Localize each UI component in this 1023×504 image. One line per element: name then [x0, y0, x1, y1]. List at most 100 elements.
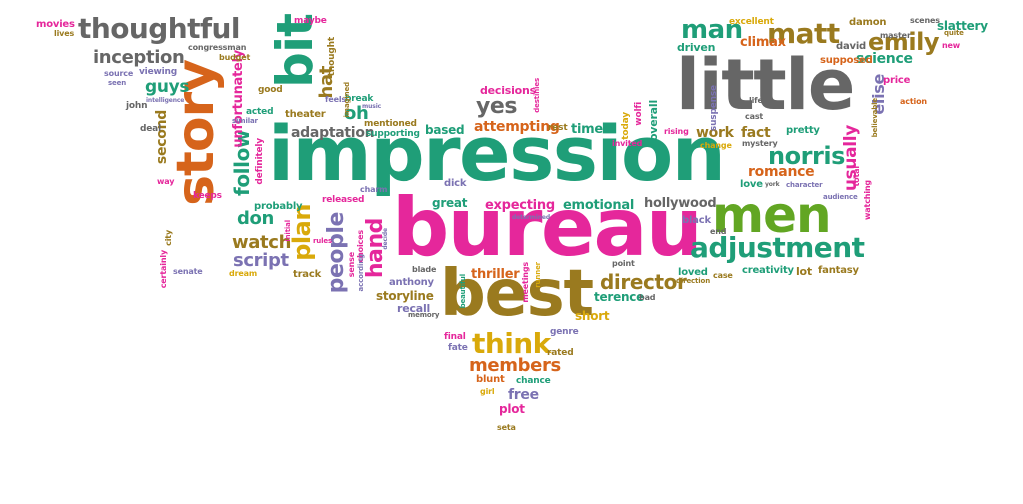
word-supporting: supporting [366, 129, 420, 139]
word-matt: matt [767, 17, 840, 50]
word-good: good [258, 85, 283, 95]
word-chance: chance [516, 376, 551, 386]
word-little: little [676, 44, 855, 126]
word-acted: acted [246, 107, 274, 117]
word-thought: thought [327, 37, 337, 77]
word-don: don [237, 208, 274, 229]
word-lot: lot [796, 265, 812, 278]
word-john: john [126, 101, 148, 111]
word-black: black [682, 215, 711, 226]
word-fate: fate [448, 343, 468, 353]
word-lives: lives [54, 29, 75, 38]
word-guys: guys [145, 77, 190, 97]
word-seta: seta [497, 423, 516, 432]
word-adaptation: adaptation [291, 125, 375, 141]
word-short: short [575, 309, 610, 323]
word-adjustment: adjustment [690, 231, 865, 264]
word-oh: oh [344, 103, 369, 124]
word-members: members [469, 355, 561, 376]
word-based: based [425, 123, 465, 137]
word-thoughtful: thoughtful [78, 12, 241, 45]
word-slattery: slattery [937, 19, 988, 33]
word-plot: plot [499, 402, 525, 416]
word-climax: climax [740, 35, 786, 50]
word-final: final [444, 332, 466, 342]
word-man: man [681, 15, 743, 45]
word-creativity: creativity [742, 265, 794, 276]
word-terence: terence [594, 290, 645, 304]
word-way: way [157, 177, 175, 186]
word-initial: initial [284, 220, 292, 242]
word-intelligence: intelligence [146, 97, 185, 104]
word-meetings: meetings [521, 262, 530, 303]
word-loved: loved [678, 267, 708, 278]
word-track: track [293, 269, 322, 280]
word-mentioned: mentioned [364, 119, 417, 129]
word-script: script [233, 250, 289, 271]
word-similar: similar [232, 117, 258, 125]
word-watching: watching [863, 180, 872, 220]
word-case: case [713, 271, 733, 280]
word-dick: dick [444, 178, 467, 189]
word-supposed: supposed [820, 55, 873, 66]
word-yes: yes [476, 94, 518, 119]
word-total: total [852, 166, 861, 187]
word-definitely: definitely [255, 138, 265, 185]
word-david: david [836, 41, 867, 52]
word-beautiful: beautiful [459, 274, 467, 309]
word-theater: theater [285, 109, 326, 120]
word-maybe: maybe [294, 16, 327, 26]
word-plan: plan [288, 204, 316, 261]
word-recall: recall [397, 302, 431, 315]
word-rising: rising [664, 127, 689, 136]
word-rated: rated [547, 348, 574, 358]
word-romance: romance [748, 164, 815, 180]
word-fantasy: fantasy [818, 265, 859, 276]
word-imagined: imagined [343, 82, 351, 118]
word-senate: senate [173, 267, 203, 276]
word-probably: probably [254, 201, 303, 212]
word-released: released [322, 195, 365, 205]
word-hollywood: hollywood [644, 196, 717, 211]
word-music: music [362, 103, 382, 110]
word-driven: driven [677, 41, 716, 54]
word-attempting: attempting [474, 119, 560, 135]
word-bureau: bureau [392, 181, 703, 274]
word-feels: feels [325, 95, 347, 104]
word-direction: direction [676, 277, 711, 285]
word-cast: cast [745, 112, 764, 121]
word-today: today [621, 112, 631, 140]
word-director: director [600, 270, 687, 294]
word-time: time [571, 122, 603, 137]
word-viewing: viewing [139, 67, 178, 77]
word-city: city [164, 230, 173, 246]
word-excellent: excellent [729, 17, 774, 27]
word-determined: determined [512, 214, 551, 221]
word-life: life [749, 96, 763, 105]
word-wolfi: wolfi [634, 102, 644, 126]
word-memory: memory [408, 311, 440, 319]
word-love: love [740, 179, 763, 190]
word-rules: rules [313, 237, 333, 245]
word-storyline: storyline [376, 289, 434, 303]
word-great: great [432, 196, 468, 210]
word-deal: deal [140, 124, 161, 134]
word-decide: decide [382, 228, 389, 250]
word-destinies: destinies [533, 78, 541, 113]
word-watch: watch [232, 232, 292, 253]
word-norris: norris [768, 142, 845, 170]
word-best: best [440, 257, 594, 331]
word-dream: dream [229, 269, 258, 278]
word-anthony: anthony [389, 277, 434, 288]
word-change: change [700, 141, 732, 150]
word-free: free [508, 387, 539, 403]
word-quite: quite [944, 29, 964, 37]
word-damon: damon [849, 17, 887, 28]
word-action: action [900, 97, 927, 106]
word-seen: seen [108, 79, 127, 87]
word-runner: runner [534, 262, 542, 288]
word-scenes: scenes [910, 16, 940, 25]
word-emily: emily [868, 28, 939, 56]
word-work: work [696, 125, 734, 141]
